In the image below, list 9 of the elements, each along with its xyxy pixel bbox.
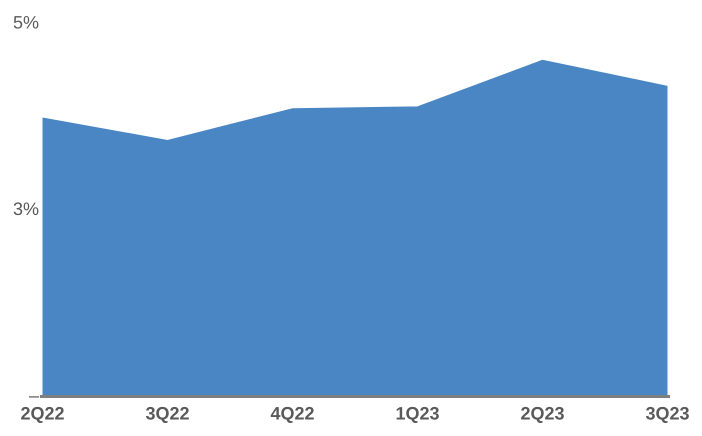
y-tick-label: –: [28, 385, 39, 406]
x-tick-label: 1Q23: [395, 404, 440, 424]
y-tick-label: 3%: [12, 198, 39, 219]
x-tick-label: 3Q23: [645, 404, 690, 424]
y-tick-label: 5%: [12, 12, 39, 32]
x-tick-label: 4Q22: [270, 404, 315, 424]
x-tick-label: 2Q23: [520, 404, 565, 424]
x-tick-label: 3Q22: [145, 404, 190, 424]
x-tick-label: 2Q22: [20, 404, 65, 424]
